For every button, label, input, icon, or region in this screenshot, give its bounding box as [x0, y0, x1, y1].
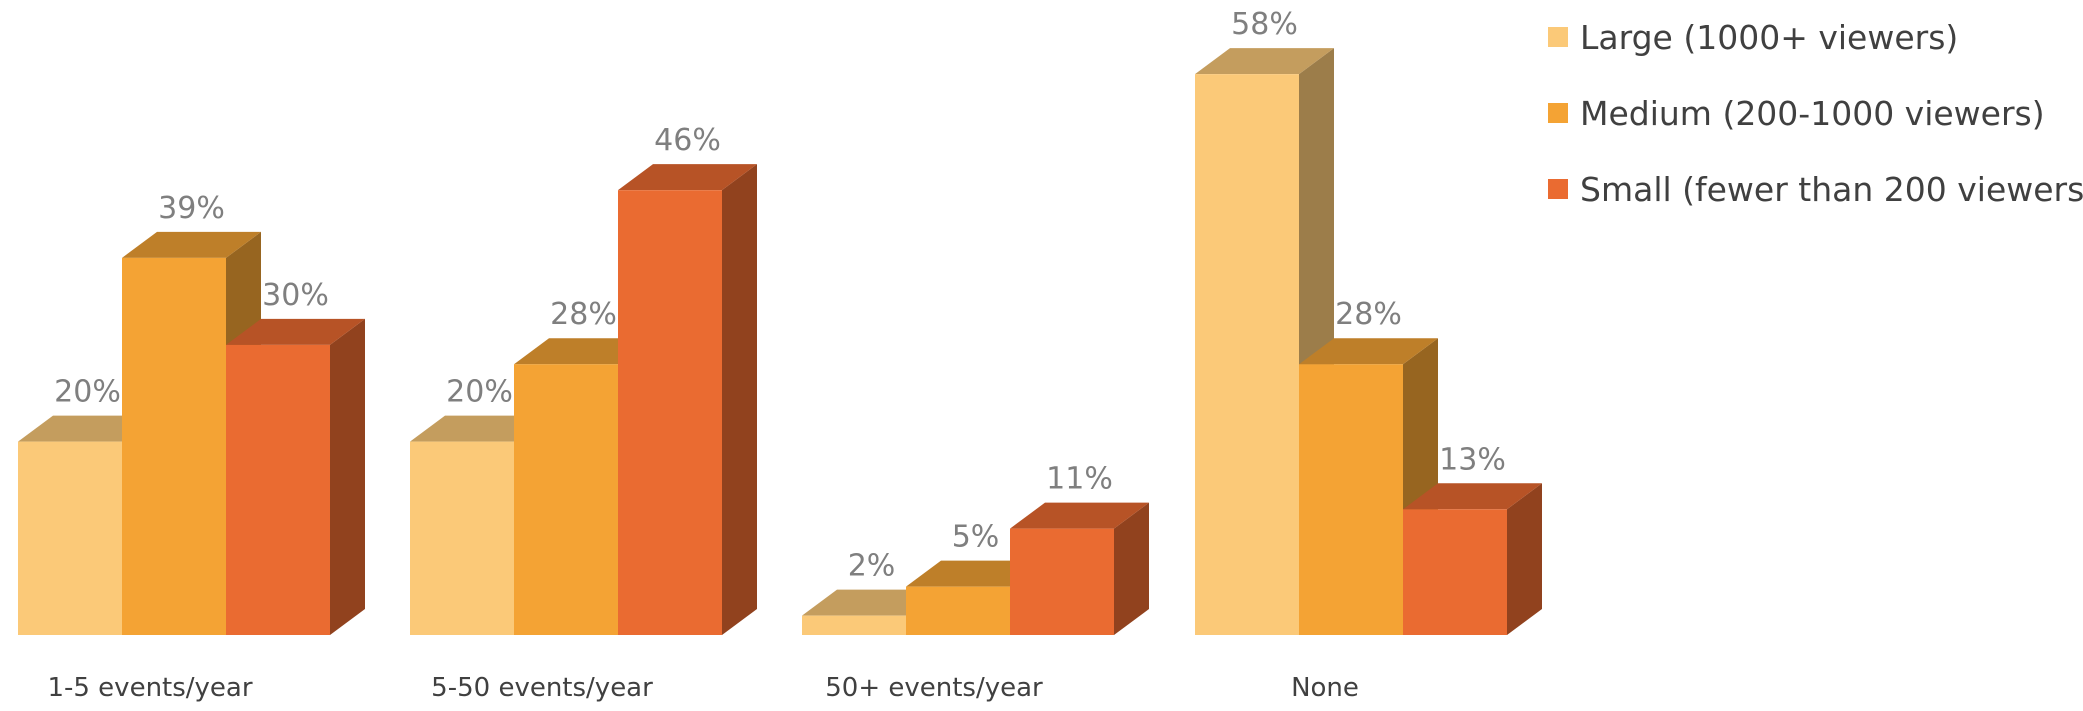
bar-front-face [1299, 364, 1403, 635]
category-label: 5-50 events/year [431, 673, 653, 703]
data-label: 46% [654, 123, 721, 158]
category-label: 50+ events/year [825, 673, 1043, 703]
legend-label-medium: Medium (200-1000 viewers) [1580, 93, 2045, 133]
bar-top-face [1299, 338, 1438, 365]
data-label: 11% [1046, 462, 1113, 497]
bar-side-face [1114, 502, 1149, 635]
bar-front-face [618, 190, 722, 635]
bar-top-face [1403, 483, 1542, 510]
legend-swatch-medium [1548, 103, 1568, 123]
legend: Large (1000+ viewers) Medium (200-1000 v… [1548, 18, 2083, 246]
legend-item-medium: Medium (200-1000 viewers) [1548, 93, 2083, 133]
legend-item-large: Large (1000+ viewers) [1548, 17, 2083, 57]
bar-front-face [1195, 74, 1299, 635]
bar-front-face [122, 257, 226, 635]
legend-swatch-small [1548, 179, 1568, 199]
bar-top-face [226, 318, 365, 345]
bar-small-2 [618, 164, 757, 635]
bar-front-face [906, 586, 1010, 635]
data-label: 39% [158, 191, 225, 226]
data-label: 58% [1231, 7, 1298, 42]
bar-side-face [722, 164, 757, 635]
bar-front-face [1010, 528, 1114, 635]
bar-side-face [330, 318, 365, 635]
data-label: 28% [1335, 297, 1402, 332]
bar-side-face [1507, 483, 1542, 635]
bar-top-face [1195, 48, 1334, 75]
bar-medium-4 [1299, 338, 1438, 635]
bar-small-4 [1403, 483, 1542, 635]
bar-top-face [122, 231, 261, 258]
bar-front-face [1403, 509, 1507, 635]
bar-top-face [618, 164, 757, 191]
data-label: 20% [54, 375, 121, 410]
category-label: None [1291, 673, 1359, 703]
category-label: 1-5 events/year [47, 673, 252, 703]
data-label: 30% [262, 278, 329, 313]
legend-item-small: Small (fewer than 200 viewers) [1548, 169, 2083, 209]
data-label: 13% [1439, 442, 1506, 477]
bar-front-face [226, 344, 330, 635]
bar-front-face [18, 441, 122, 635]
legend-label-small: Small (fewer than 200 viewers) [1580, 169, 2083, 209]
bar-front-face [802, 615, 906, 635]
bar-small-3 [1010, 502, 1149, 635]
data-label: 20% [446, 375, 513, 410]
bar-top-face [1010, 502, 1149, 529]
legend-swatch-large [1548, 27, 1568, 47]
bar-front-face [514, 364, 618, 635]
bar-front-face [410, 441, 514, 635]
data-label: 2% [848, 549, 896, 584]
bar-small-1 [226, 318, 365, 635]
legend-label-large: Large (1000+ viewers) [1580, 17, 1959, 57]
data-label: 5% [952, 520, 1000, 555]
data-label: 28% [550, 297, 617, 332]
